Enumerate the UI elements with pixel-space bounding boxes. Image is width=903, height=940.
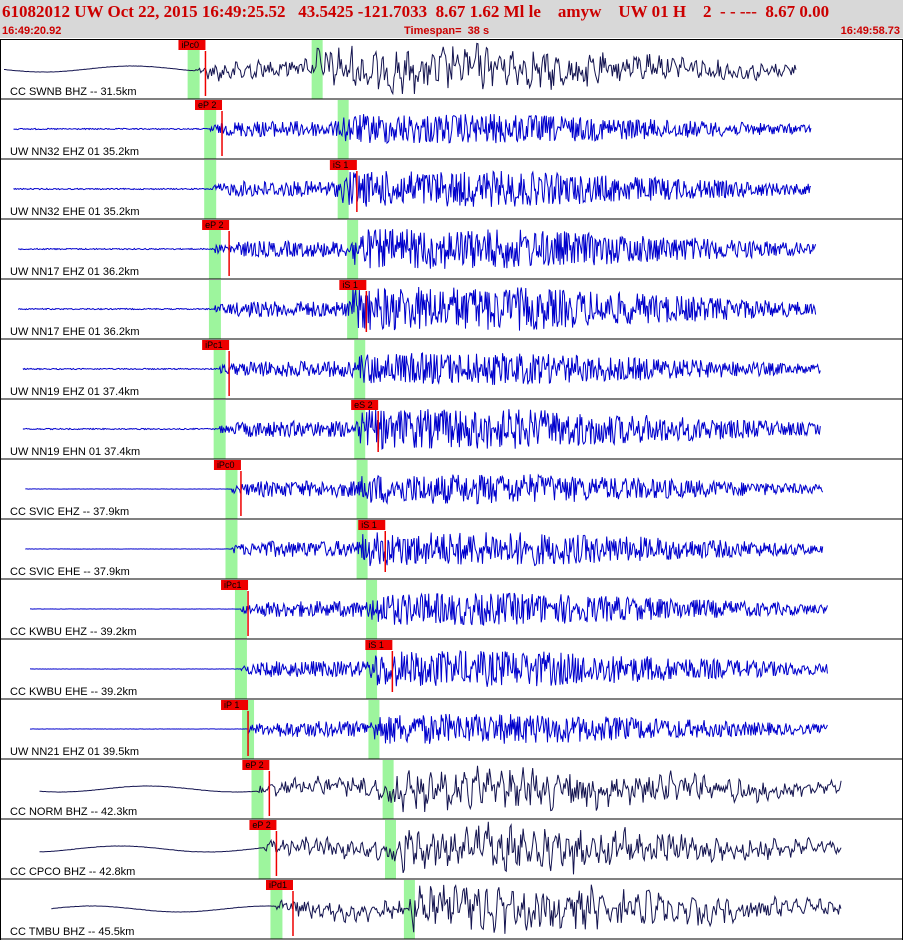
pick-label: iPc0 xyxy=(217,460,235,470)
waveform-trace xyxy=(39,765,842,813)
pick-label-box[interactable] xyxy=(221,580,249,590)
pick-label-box[interactable] xyxy=(351,400,379,410)
pick-label-box[interactable] xyxy=(221,700,249,710)
waveform-trace xyxy=(17,286,817,331)
channel-label: CC TMBU BHZ -- 45.5km xyxy=(10,926,134,938)
pick-label: iP 1 xyxy=(224,700,239,710)
waveform-trace xyxy=(13,170,811,207)
s-arrival-window xyxy=(311,40,323,99)
pick-label: eP 2 xyxy=(198,100,216,110)
waveform-trace xyxy=(30,649,828,687)
pick-label-box[interactable] xyxy=(213,460,241,470)
pick-label: eS 2 xyxy=(354,400,373,410)
channel-row[interactable]: iPc0 CC SVIC EHZ -- 37.9km xyxy=(0,460,903,520)
channel-row[interactable]: iP 1 UW NN21 EHZ 01 39.5km xyxy=(0,700,903,760)
channel-label: CC KWBU EHZ -- 39.2km xyxy=(10,626,137,638)
waveform-trace xyxy=(22,352,821,385)
pick-label: iS 1 xyxy=(342,280,358,290)
start-time-label: 16:49:20.92 xyxy=(2,25,62,37)
channel-row[interactable]: iS 1 UW NN32 EHE 01 35.2km xyxy=(0,160,903,220)
pick-label: iS 1 xyxy=(333,160,349,170)
s-arrival-window xyxy=(382,760,394,819)
pick-label: iS 1 xyxy=(361,520,377,530)
waveform-trace xyxy=(51,884,842,934)
event-header: 61082012 UW Oct 22, 2015 16:49:25.52 43.… xyxy=(0,0,903,38)
waveform-trace xyxy=(29,713,828,744)
waveform-trace xyxy=(30,592,828,626)
waveform-trace xyxy=(13,114,812,145)
channel-row[interactable]: eP 2 UW NN17 EHZ 01 36.2km xyxy=(0,220,903,280)
p-arrival-window xyxy=(213,400,226,459)
waveform-trace xyxy=(4,42,797,96)
p-arrival-window xyxy=(251,760,264,819)
channel-row[interactable]: iS 1 CC KWBU EHE -- 39.2km xyxy=(0,640,903,700)
pick-label-box[interactable] xyxy=(202,220,230,230)
pick-label-box[interactable] xyxy=(358,520,386,530)
pick-label-box[interactable] xyxy=(339,280,367,290)
seismogram-panel[interactable]: iPc0 CC SWNB BHZ -- 31.5km eP 2 UW NN32 EHZ… xyxy=(0,39,903,940)
channel-row[interactable]: eS 2 UW NN19 EHN 01 37.4km xyxy=(0,400,903,460)
channel-row[interactable]: iS 1 UW NN17 EHE 01 36.2km xyxy=(0,280,903,340)
pick-label: iPc1 xyxy=(205,340,223,350)
waveform-trace xyxy=(17,229,817,269)
channel-label: UW NN32 EHZ 01 35.2km xyxy=(10,146,139,158)
pick-label-box[interactable] xyxy=(329,160,357,170)
pick-label: eP 2 xyxy=(252,820,270,830)
channel-label: UW NN19 EHZ 01 37.4km xyxy=(10,386,139,398)
pick-label-box[interactable] xyxy=(365,640,393,650)
pick-label-box[interactable] xyxy=(202,340,230,350)
channel-row[interactable]: eP 2 CC CPCO BHZ -- 42.8km xyxy=(0,820,903,880)
pick-label-box[interactable] xyxy=(265,880,293,890)
s-arrival-window xyxy=(366,640,378,699)
channel-label: CC SVIC EHZ -- 37.9km xyxy=(10,506,129,518)
p-arrival-window xyxy=(187,40,200,99)
p-arrival-window xyxy=(213,340,226,399)
channel-label: CC NORM BHZ -- 42.3km xyxy=(10,806,137,818)
p-arrival-window xyxy=(270,880,283,939)
pick-label: iPc1 xyxy=(224,580,242,590)
timespan-label: Timespan= 38 s xyxy=(404,25,490,37)
channel-row[interactable]: eP 2 CC NORM BHZ -- 42.3km xyxy=(0,760,903,820)
channel-row[interactable]: iPc1 UW NN19 EHZ 01 37.4km xyxy=(0,340,903,400)
channel-label: CC CPCO BHZ -- 42.8km xyxy=(10,866,135,878)
pick-label: iS 1 xyxy=(368,640,384,650)
waveform-trace xyxy=(25,532,824,567)
pick-label-box[interactable] xyxy=(242,760,270,770)
channel-row[interactable]: iPd1 CC TMBU BHZ -- 45.5km xyxy=(0,880,903,940)
pick-label-box[interactable] xyxy=(178,40,206,50)
channel-label: UW NN19 EHN 01 37.4km xyxy=(10,446,140,458)
s-arrival-window xyxy=(337,160,349,219)
channel-row[interactable]: iS 1 CC SVIC EHE -- 37.9km xyxy=(0,520,903,580)
channel-label: CC KWBU EHE -- 39.2km xyxy=(10,686,137,698)
s-arrival-window xyxy=(366,580,378,639)
channel-row[interactable]: eP 2 UW NN32 EHZ 01 35.2km xyxy=(0,100,903,160)
pick-label: eP 2 xyxy=(245,760,263,770)
s-arrival-window xyxy=(337,100,349,159)
event-summary-title: 61082012 UW Oct 22, 2015 16:49:25.52 43.… xyxy=(2,2,830,21)
p-arrival-window xyxy=(208,280,221,339)
pick-label-box[interactable] xyxy=(249,820,277,830)
waveform-trace xyxy=(39,821,842,875)
pick-label: iPc0 xyxy=(181,40,199,50)
pick-label-box[interactable] xyxy=(195,100,223,110)
channel-label: UW NN32 EHE 01 35.2km xyxy=(10,206,140,218)
channel-label: CC SWNB BHZ -- 31.5km xyxy=(10,86,137,98)
channel-label: CC SVIC EHE -- 37.9km xyxy=(10,566,130,578)
waveform-trace xyxy=(25,473,824,505)
pick-label: eP 2 xyxy=(205,220,223,230)
end-time-label: 16:49:58.73 xyxy=(840,25,900,37)
channel-label: UW NN21 EHZ 01 39.5km xyxy=(10,746,139,758)
channel-label: UW NN17 EHE 01 36.2km xyxy=(10,326,140,338)
waveform-trace xyxy=(22,409,821,450)
channel-row[interactable]: iPc1 CC KWBU EHZ -- 39.2km xyxy=(0,580,903,640)
pick-label: iPd1 xyxy=(269,880,287,890)
channel-label: UW NN17 EHZ 01 36.2km xyxy=(10,266,139,278)
channel-row[interactable]: iPc0 CC SWNB BHZ -- 31.5km xyxy=(0,40,903,100)
